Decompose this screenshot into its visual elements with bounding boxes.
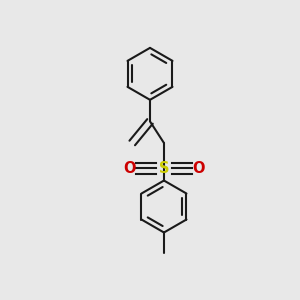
Text: O: O [123, 161, 136, 176]
Text: O: O [192, 161, 205, 176]
Text: S: S [159, 161, 169, 176]
